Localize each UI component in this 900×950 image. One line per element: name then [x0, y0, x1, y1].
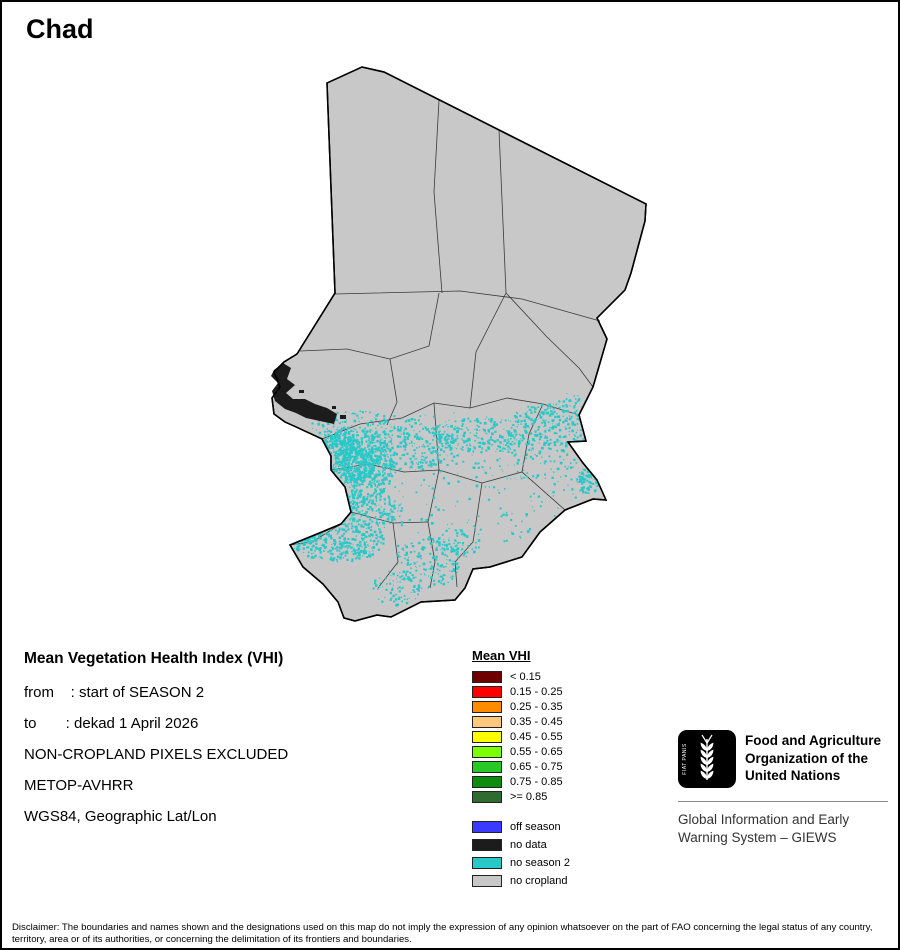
legend-label: < 0.15 — [510, 671, 541, 683]
map-metadata-line: from : start of SEASON 2 — [24, 684, 205, 701]
legend-label: no season 2 — [510, 857, 570, 869]
legend-swatch — [472, 731, 502, 743]
map-metadata-line: to : dekad 1 April 2026 — [24, 715, 199, 732]
no-data-dots — [299, 390, 346, 419]
legend-swatch — [472, 821, 502, 833]
map-metadata-lines: from : start of SEASON 2 to : dekad 1 Apr… — [24, 684, 288, 825]
no-data-areas — [271, 363, 346, 424]
legend-row: 0.45 - 0.55 — [472, 731, 570, 743]
chad-country-shape — [271, 66, 647, 622]
legend-swatch — [472, 776, 502, 788]
chad-country-border — [271, 66, 647, 622]
fao-name: Food and Agriculture Organization of the… — [745, 730, 881, 788]
legend-row: off season — [472, 821, 570, 833]
fao-logo: FIAT PANIS — [678, 730, 736, 788]
page-title: Chad — [26, 14, 94, 44]
giews-line: Warning System – GIEWS — [678, 830, 837, 845]
legend-label: 0.75 - 0.85 — [510, 776, 563, 788]
fao-name-line: Organization of the — [745, 750, 868, 766]
legend-swatch — [472, 761, 502, 773]
legend-row: no season 2 — [472, 857, 570, 869]
map-metadata-title: Mean Vegetation Health Index (VHI) — [24, 650, 284, 667]
legend: Mean VHI < 0.15 0.15 - 0.25 0.25 - 0.35 0.3… — [472, 648, 570, 893]
legend-swatch — [472, 746, 502, 758]
legend-other-classes: off season no data no season 2 no cropland — [472, 821, 570, 887]
legend-label: off season — [510, 821, 561, 833]
giews-line: Global Information and Early — [678, 812, 850, 827]
legend-swatch — [472, 686, 502, 698]
disclaimer-text: Disclaimer: The boundaries and names sho… — [12, 922, 873, 945]
org-divider — [678, 801, 888, 802]
legend-label: 0.35 - 0.45 — [510, 716, 563, 728]
legend-swatch — [472, 716, 502, 728]
lake-chad-no-data-area — [271, 363, 337, 424]
legend-swatch — [472, 875, 502, 887]
legend-label: >= 0.85 — [510, 791, 548, 803]
legend-label: no cropland — [510, 875, 568, 887]
fao-name-line: United Nations — [745, 768, 841, 783]
legend-swatch — [472, 701, 502, 713]
legend-vhi-classes: < 0.15 0.15 - 0.25 0.25 - 0.35 0.35 - 0.45 0… — [472, 671, 570, 803]
legend-label: 0.15 - 0.25 — [510, 686, 563, 698]
legend-swatch — [472, 839, 502, 851]
wheat-ear-icon: FIAT PANIS — [682, 734, 714, 780]
legend-row: no data — [472, 839, 570, 851]
giews-name: Global Information and Early Warning Sys… — [678, 811, 888, 847]
fao-motto: FIAT PANIS — [682, 743, 688, 775]
legend-swatch — [472, 857, 502, 869]
map-metadata-line: NON-CROPLAND PIXELS EXCLUDED — [24, 746, 289, 763]
legend-swatch — [472, 791, 502, 803]
legend-row: 0.35 - 0.45 — [472, 716, 570, 728]
map-metadata-block: Mean Vegetation Health Index (VHI) from … — [24, 650, 288, 839]
legend-label: 0.25 - 0.35 — [510, 701, 563, 713]
legend-row: 0.25 - 0.35 — [472, 701, 570, 713]
legend-row: >= 0.85 — [472, 791, 570, 803]
map-metadata-line: WGS84, Geographic Lat/Lon — [24, 808, 217, 825]
map-metadata-line: METOP-AVHRR — [24, 777, 134, 794]
legend-label: 0.55 - 0.65 — [510, 746, 563, 758]
legend-label: 0.45 - 0.55 — [510, 731, 563, 743]
legend-label: no data — [510, 839, 547, 851]
fao-name-line: Food and Agriculture — [745, 733, 881, 748]
legend-label: 0.65 - 0.75 — [510, 761, 563, 773]
legend-row: no cropland — [472, 875, 570, 887]
legend-row: 0.75 - 0.85 — [472, 776, 570, 788]
legend-title: Mean VHI — [472, 648, 531, 663]
legend-row: 0.65 - 0.75 — [472, 761, 570, 773]
legend-row: < 0.15 — [472, 671, 570, 683]
legend-row: 0.55 - 0.65 — [472, 746, 570, 758]
legend-swatch — [472, 671, 502, 683]
legend-row: 0.15 - 0.25 — [472, 686, 570, 698]
organization-block: FIAT PANIS Food and Agriculture Organiza… — [678, 730, 888, 847]
